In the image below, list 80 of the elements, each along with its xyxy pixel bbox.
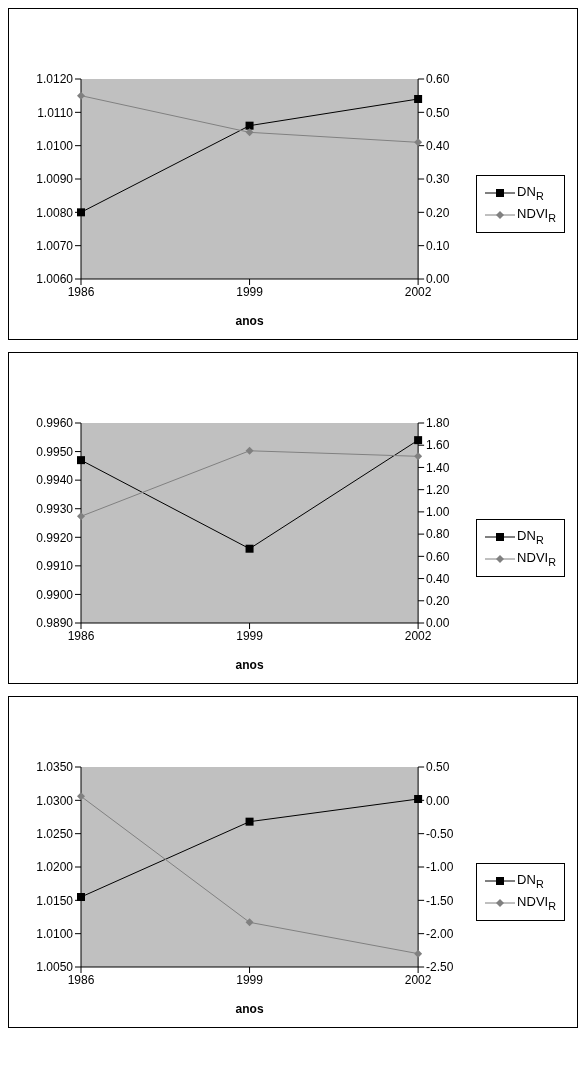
y2-tick-label: -2.50	[426, 960, 454, 975]
y2-tick-label: 0.60	[426, 549, 450, 564]
y2-tick-label: -1.00	[426, 860, 454, 875]
y-tick-label: 1.0300	[36, 793, 74, 808]
y2-tick-label: 0.30	[426, 172, 450, 187]
x-axis-title: anos	[235, 658, 264, 672]
y-tick-label: 0.9930	[36, 501, 74, 516]
point	[77, 456, 85, 465]
y2-tick-label: 0.20	[426, 594, 450, 609]
point	[245, 121, 254, 130]
y2-tick-label: 0.00	[426, 616, 450, 631]
x-tick-label: 1986	[67, 628, 95, 643]
y-tick-label: 1.0100	[36, 926, 74, 941]
y-tick-label: 1.0070	[36, 238, 74, 253]
y-tick-label: 1.0100	[36, 138, 74, 153]
y2-tick-label: 0.40	[426, 571, 450, 586]
point	[77, 792, 85, 801]
x-tick-label: 2002	[404, 628, 432, 643]
y-tick-label: 0.9900	[36, 587, 74, 602]
y-tick-label: 1.0050	[36, 960, 74, 975]
y-tick-label: 1.0150	[36, 893, 74, 908]
legend-label: NDVI$_{R}$	[517, 894, 556, 912]
x-tick-label: 2002	[404, 284, 432, 299]
point	[414, 436, 423, 445]
y-tick-label: 0.9950	[36, 444, 74, 459]
y2-tick-label: 1.00	[426, 505, 450, 520]
y2-tick-label: 1.60	[426, 438, 450, 453]
y-tick-label: 1.0080	[36, 205, 74, 220]
y-tick-label: 0.9890	[36, 616, 74, 631]
y-tick-label: 1.0090	[36, 172, 74, 187]
y2-tick-label: 0.50	[426, 105, 450, 120]
legend-label: NDVI$_{R}$	[517, 206, 556, 224]
x-axis-title: anos	[235, 314, 264, 328]
y-tick-label: 0.9910	[36, 559, 74, 574]
y2-tick-label: 0.00	[426, 272, 450, 287]
point	[77, 512, 85, 521]
point	[414, 452, 423, 461]
y2-tick-label: 0.60	[426, 72, 450, 87]
y2-tick-label: 1.20	[426, 482, 450, 497]
y2-tick-label: 0.50	[426, 760, 450, 775]
point	[245, 128, 254, 137]
y-tick-label: 1.0250	[36, 826, 74, 841]
y2-tick-label: -1.50	[426, 893, 454, 908]
x-tick-label: 2002	[404, 972, 432, 987]
point	[77, 893, 85, 901]
point	[245, 446, 254, 455]
legend-label: DN$_{R}$	[517, 528, 544, 546]
y-tick-label: 0.9940	[36, 473, 74, 488]
x-axis-title: anos	[235, 1002, 264, 1016]
y-tick-label: 0.9960	[36, 416, 74, 431]
y2-tick-label: 0.40	[426, 138, 450, 153]
point	[414, 95, 423, 103]
legend-label: NDVI$_{R}$	[517, 550, 556, 568]
y2-tick-label: 1.80	[426, 416, 450, 431]
y2-tick-label: 0.80	[426, 527, 450, 542]
y-tick-label: 1.0350	[36, 760, 74, 775]
y2-tick-label: 0.20	[426, 205, 450, 220]
y-tick-label: 0.9920	[36, 530, 74, 545]
point	[414, 138, 423, 147]
point	[77, 91, 85, 100]
x-tick-label: 1986	[67, 972, 95, 987]
y-tick-label: 1.0060	[36, 272, 74, 287]
y-tick-label: 1.0200	[36, 860, 74, 875]
point	[414, 949, 423, 958]
x-tick-label: 1999	[236, 972, 264, 987]
y2-tick-label: -0.50	[426, 826, 454, 841]
y2-tick-label: 0.10	[426, 238, 450, 253]
x-tick-label: 1999	[236, 284, 264, 299]
legend-label: DN$_{R}$	[517, 872, 544, 890]
x-tick-label: 1999	[236, 628, 264, 643]
point	[245, 817, 254, 826]
y2-tick-label: 0.00	[426, 793, 450, 808]
point	[245, 918, 254, 927]
legend-label: DN$_{R}$	[517, 184, 544, 202]
y-tick-label: 1.0120	[36, 72, 74, 87]
x-tick-label: 1986	[67, 284, 95, 299]
point	[245, 544, 254, 553]
y-tick-label: 1.0110	[37, 105, 74, 120]
y2-tick-label: -2.00	[426, 926, 454, 941]
y2-tick-label: 1.40	[426, 460, 450, 475]
